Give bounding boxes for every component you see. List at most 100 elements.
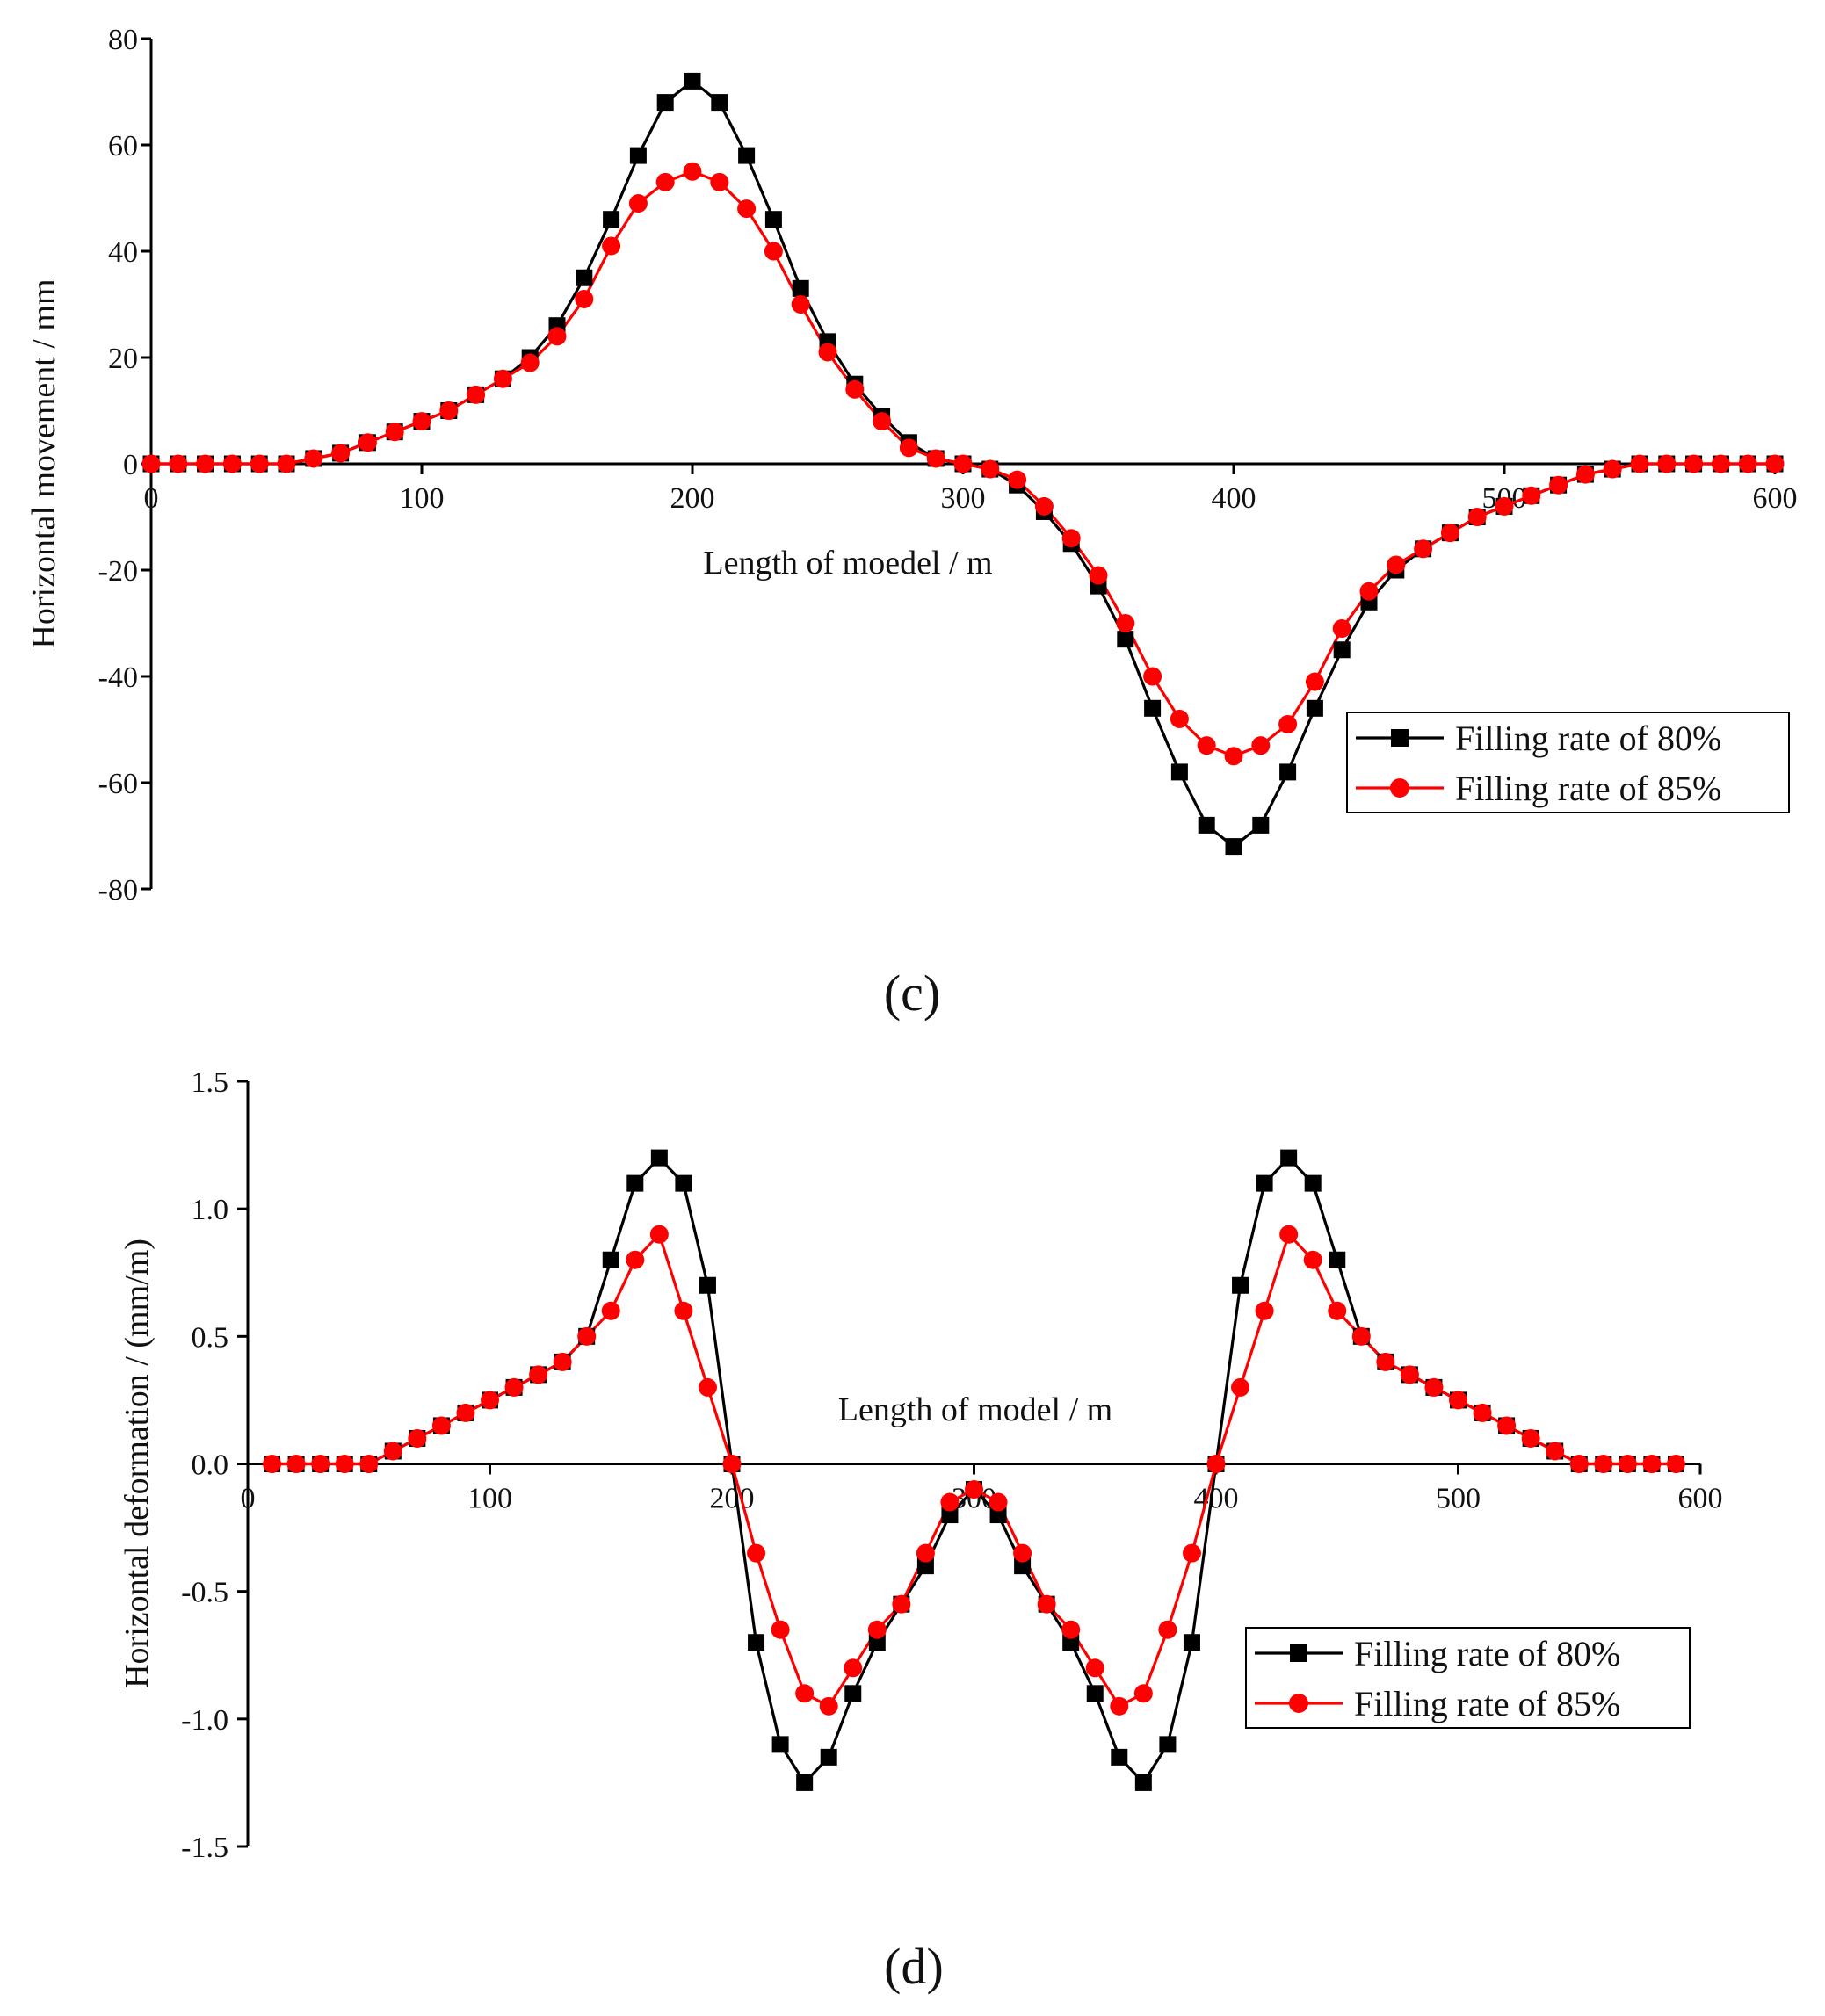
x-tick-label: 400 <box>1194 1483 1239 1515</box>
series-85-point <box>1305 672 1324 691</box>
panel-label: (c) <box>884 965 940 1022</box>
series-85-point <box>795 1684 815 1703</box>
series-85-point <box>277 454 296 473</box>
x-tick-label: 300 <box>941 482 986 515</box>
series-85-point <box>1085 1658 1104 1678</box>
series-85-point <box>1255 1301 1274 1320</box>
series-85-point <box>431 1416 451 1435</box>
series-85-point <box>674 1301 693 1320</box>
series-85-point <box>601 1301 620 1320</box>
series-80-point <box>764 211 782 228</box>
series-85-point <box>335 1455 354 1473</box>
series-80-point <box>989 1507 1007 1524</box>
series-85-point <box>1279 1225 1299 1244</box>
legend: Filling rate of 80% Filling rate of 85% <box>1346 712 1790 813</box>
series-85-point <box>504 1377 524 1397</box>
series-85-point <box>481 1391 499 1410</box>
series-85-point <box>1278 714 1298 733</box>
y-tick-label: 20 <box>108 343 138 375</box>
y-tick-label: -60 <box>98 768 138 800</box>
series-85-point <box>493 369 512 388</box>
legend-square-marker <box>1290 1644 1307 1662</box>
series-85-point <box>456 1403 475 1422</box>
legend-circle-marker <box>1289 1694 1308 1713</box>
series-85-point <box>412 412 431 431</box>
legend-label: Filling rate of 80% <box>1455 719 1721 758</box>
x-tick-label: 100 <box>400 482 445 515</box>
series-85-point <box>1738 454 1757 473</box>
series-80-point <box>650 1149 668 1167</box>
series-85-point <box>1473 1403 1492 1422</box>
series-85-point <box>1143 667 1162 686</box>
series-85-point <box>1034 496 1054 516</box>
series-80-point <box>1306 699 1323 717</box>
series-85-point <box>1116 614 1135 632</box>
series-85-point <box>1351 1326 1371 1346</box>
series-85-point <box>1549 475 1568 495</box>
series-85-point <box>141 454 161 473</box>
series-85-point <box>844 1658 863 1678</box>
legend: Filling rate of 80% Filling rate of 85% <box>1245 1627 1691 1729</box>
x-tick-label: 500 <box>1436 1483 1481 1515</box>
y-tick-label: 80 <box>108 24 138 56</box>
series-85-point <box>1008 470 1027 489</box>
series-80-point <box>1252 816 1270 834</box>
series-80-point <box>675 1174 692 1192</box>
x-tick-label: 600 <box>1753 482 1798 515</box>
series-85-point <box>628 194 648 213</box>
series-80-point <box>576 269 593 286</box>
series-85-point <box>649 1225 669 1244</box>
y-tick-label: 60 <box>108 130 138 163</box>
series-85-point <box>1594 1455 1613 1473</box>
series-85-point <box>1440 524 1459 543</box>
series-85-point <box>1332 619 1351 639</box>
series-80-point <box>1232 1276 1249 1294</box>
series-85-point <box>818 343 837 362</box>
series-80-point <box>1198 816 1215 834</box>
series-85-point <box>383 1442 402 1461</box>
series-80-point <box>868 1634 886 1651</box>
series-85-point <box>1495 496 1514 516</box>
series-85-point <box>331 444 351 463</box>
series-85-point <box>845 379 865 399</box>
series-80-point <box>738 147 756 164</box>
series-85-point <box>602 236 621 256</box>
series-80-point <box>748 1634 765 1651</box>
series-85-point <box>1376 1352 1395 1371</box>
series-85-point <box>1618 1455 1637 1473</box>
series-85-point <box>311 1455 330 1473</box>
series-85-point <box>385 423 404 442</box>
series-85-point <box>1224 747 1243 766</box>
series-80-point <box>1144 699 1162 717</box>
series-85-point <box>747 1543 766 1563</box>
series-85-point <box>791 295 810 314</box>
series-85-point <box>981 459 1000 479</box>
series-85-point <box>408 1428 427 1448</box>
y-axis-title: Horizontal deformation / (mm/m) <box>119 1239 156 1688</box>
series-80-point <box>656 94 674 112</box>
x-tick-label: 400 <box>1212 482 1256 515</box>
y-tick-label: -1.0 <box>181 1704 228 1737</box>
series-85-point <box>1133 1684 1153 1703</box>
x-tick-label: 0 <box>144 482 159 515</box>
y-tick-label: 40 <box>108 236 138 269</box>
series-85-point <box>771 1620 790 1639</box>
x-tick-label: 200 <box>710 1483 755 1515</box>
series-80-point <box>771 1736 789 1753</box>
legend-square-marker <box>1391 729 1409 747</box>
y-tick-label: -80 <box>98 874 138 907</box>
series-85-point <box>916 1543 935 1563</box>
series-80-point <box>1117 631 1134 648</box>
series-85-point <box>1251 736 1271 755</box>
series-80-point <box>626 1174 644 1192</box>
series-85-point <box>1569 1455 1589 1473</box>
series-85-point <box>1061 529 1081 548</box>
series-85-point <box>1603 459 1622 479</box>
x-tick-label: 200 <box>670 482 715 515</box>
series-80-point <box>941 1507 959 1524</box>
series-80-point <box>1086 1685 1104 1702</box>
series-80-point <box>1170 763 1188 781</box>
series-80-point <box>1111 1748 1128 1766</box>
series-85-point <box>873 412 892 431</box>
